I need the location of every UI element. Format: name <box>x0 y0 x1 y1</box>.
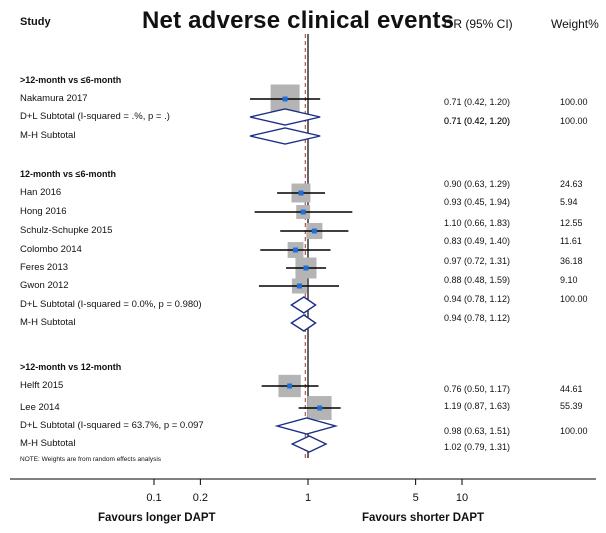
row-label: M-H Subtotal <box>20 438 76 449</box>
favours-shorter-label: Favours shorter DAPT <box>362 512 485 524</box>
row-label: D+L Subtotal (I-squared = .%, p = .) <box>20 111 170 122</box>
weight-value: 55.39 <box>560 401 583 411</box>
weight-value: 12.55 <box>560 218 583 228</box>
ci-value: 1.19 (0.87, 1.63) <box>444 401 511 411</box>
x-tick-label: 5 <box>412 492 419 504</box>
footnote: NOTE: Weights are from random effects an… <box>20 456 162 463</box>
x-tick-label: 0.2 <box>192 492 208 504</box>
point-estimate <box>282 96 288 102</box>
pooled-diamond <box>290 435 328 453</box>
ci-value: 0.83 (0.49, 1.40) <box>444 236 511 246</box>
group-heading: >12-month vs 12-month <box>20 362 122 372</box>
point-estimate <box>300 209 306 215</box>
weight-value: 9.10 <box>560 275 578 285</box>
row-label: Colombo 2014 <box>20 244 82 255</box>
ci-value: 0.76 (0.50, 1.17) <box>444 384 511 394</box>
row-label: Nakamura 2017 <box>20 93 88 104</box>
row-label: Han 2016 <box>20 187 62 198</box>
group-heading: >12-month vs ≤6-month <box>20 75 122 85</box>
group-heading: 12-month vs ≤6-month <box>20 169 116 179</box>
pooled-diamond <box>274 417 339 435</box>
row-label: M-H Subtotal <box>20 130 76 141</box>
row-label: Lee 2014 <box>20 402 60 413</box>
weight-value: 100.00 <box>560 97 588 107</box>
favours-longer-label: Favours longer DAPT <box>98 512 216 524</box>
ci-value: 0.93 (0.45, 1.94) <box>444 197 511 207</box>
x-tick-label: 1 <box>304 492 312 504</box>
ci-value: 0.94 (0.78, 1.12) <box>444 313 511 323</box>
ci-value: 0.90 (0.63, 1.29) <box>444 179 511 189</box>
weight-value: 36.18 <box>560 256 583 266</box>
pooled-diamond <box>249 108 321 126</box>
x-tick-label: 0.1 <box>146 492 162 504</box>
ci-value: 0.98 (0.63, 1.51) <box>444 426 511 436</box>
point-estimate <box>303 265 309 271</box>
row-label: Gwon 2012 <box>20 280 69 291</box>
row-label: Helft 2015 <box>20 380 64 391</box>
row-label: Feres 2013 <box>20 262 69 273</box>
point-estimate <box>287 383 293 389</box>
weight-value: 100.00 <box>560 426 588 436</box>
ci-column-header: OR (95% CI) <box>444 17 513 31</box>
pooled-diamond <box>290 296 317 314</box>
ci-value: 1.02 (0.79, 1.31) <box>444 442 511 452</box>
weight-column-header: Weight% <box>551 17 599 31</box>
row-label: D+L Subtotal (I-squared = 0.0%, p = 0.98… <box>20 299 202 310</box>
ci-value: 1.10 (0.66, 1.83) <box>444 218 511 228</box>
weight-value: 11.61 <box>560 236 582 246</box>
point-estimate <box>296 283 302 289</box>
pooled-diamond <box>249 127 321 145</box>
study-column-header: Study <box>20 16 51 28</box>
point-estimate <box>293 247 299 253</box>
row-label: Hong 2016 <box>20 206 67 217</box>
weight-value: 100.00 <box>560 294 588 304</box>
row-label: D+L Subtotal (I-squared = 63.7%, p = 0.0… <box>20 420 204 431</box>
weight-value: 44.61 <box>560 384 583 394</box>
point-estimate <box>311 228 317 234</box>
ci-value: 0.71 (0.42, 1.20) <box>444 116 511 126</box>
weight-value: 100.00 <box>560 116 588 126</box>
ci-value: 0.71 (0.42, 1.20) <box>444 97 511 107</box>
point-estimate <box>317 405 323 411</box>
row-label: M-H Subtotal <box>20 317 76 328</box>
chart-title: Net adverse clinical events <box>142 7 455 34</box>
weight-value: 5.94 <box>560 197 578 207</box>
row-label: Schulz-Schupke 2015 <box>20 225 113 236</box>
ci-value: 0.94 (0.78, 1.12) <box>444 294 511 304</box>
point-estimate <box>298 190 304 196</box>
ci-value: 0.88 (0.48, 1.59) <box>444 275 511 285</box>
ci-value: 0.97 (0.72, 1.31) <box>444 256 511 266</box>
weight-value: 24.63 <box>560 179 583 189</box>
pooled-diamond <box>290 314 317 332</box>
ci-value: 0.71 (0.42, 1.20) <box>444 116 511 126</box>
x-tick-label: 10 <box>455 492 469 504</box>
